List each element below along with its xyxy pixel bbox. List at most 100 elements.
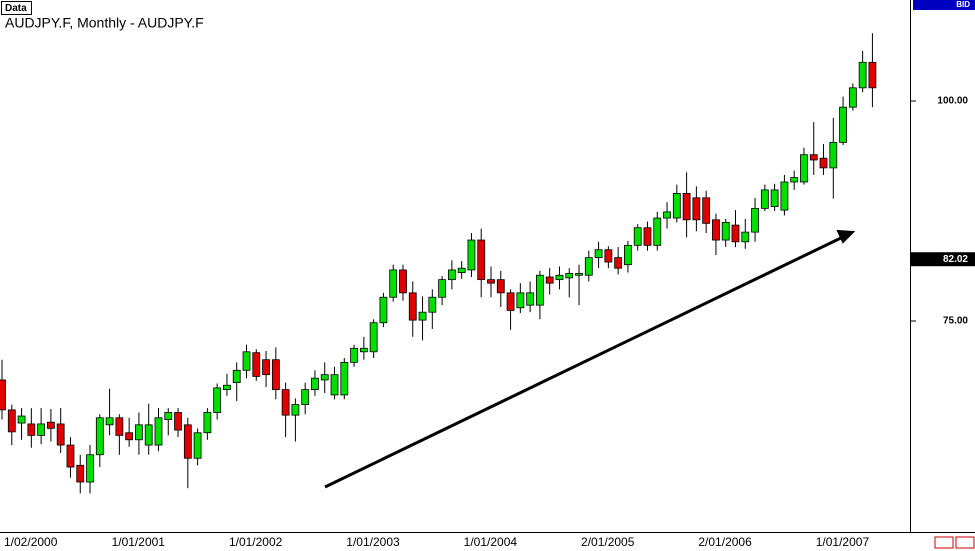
- candle-body: [399, 269, 407, 294]
- panel-label: Data: [5, 3, 27, 14]
- panel-label-box: [1, 1, 32, 15]
- candle-body: [653, 217, 662, 246]
- candle-body: [320, 374, 329, 381]
- candle-body: [330, 374, 339, 396]
- candle-body: [242, 351, 251, 371]
- x-tick-label: 1/01/2007: [816, 535, 870, 549]
- candle-body: [291, 404, 300, 416]
- candle-body: [369, 322, 378, 353]
- candle-body: [858, 61, 867, 89]
- candle-body: [487, 279, 495, 284]
- candle-body: [271, 359, 280, 391]
- candle-body: [27, 423, 36, 436]
- candle-body: [7, 409, 16, 433]
- candle-body: [526, 292, 535, 306]
- candle-body: [643, 227, 652, 246]
- candle-body: [105, 417, 114, 426]
- candle-body: [790, 177, 799, 183]
- candle-body: [555, 274, 564, 281]
- candle-body: [819, 157, 828, 169]
- candle-body: [232, 369, 241, 383]
- candle-body: [164, 412, 173, 420]
- candle-body: [183, 424, 192, 459]
- candle-body: [721, 222, 730, 241]
- x-tick-label: 2/01/2006: [698, 535, 752, 549]
- candle-body: [663, 211, 671, 219]
- candle-body: [428, 296, 437, 313]
- candle-body: [496, 279, 505, 294]
- nav-button[interactable]: [955, 536, 975, 549]
- candle-body: [154, 417, 163, 446]
- candle-body: [506, 292, 515, 311]
- x-tick-label: 1/02/2000: [4, 535, 58, 549]
- candle-body: [438, 279, 447, 298]
- price-label: BID: [956, 0, 970, 9]
- candle-body: [594, 249, 603, 259]
- last-price-label: 82.02: [943, 254, 968, 265]
- candle-body: [839, 106, 847, 143]
- candle-body: [350, 347, 358, 363]
- candle-body: [731, 224, 740, 243]
- candle-body: [17, 415, 26, 424]
- candle-body: [95, 417, 104, 456]
- candle-body: [252, 352, 261, 377]
- candle-body: [614, 257, 623, 269]
- candle-body: [66, 444, 75, 468]
- candle-body: [213, 387, 222, 413]
- x-tick-label: 1/01/2004: [464, 535, 518, 549]
- candle-body: [379, 296, 388, 324]
- price-label-box: [913, 0, 975, 10]
- candle-body: [37, 423, 46, 436]
- candle-body: [0, 379, 6, 411]
- x-tick-label: 1/01/2002: [229, 535, 283, 549]
- candle-body: [624, 244, 632, 266]
- y-tick-label: 75.00: [943, 316, 968, 327]
- nav-button[interactable]: [934, 536, 954, 549]
- candle-body: [604, 249, 613, 263]
- candle-body: [536, 274, 544, 306]
- x-tick-label: 1/01/2001: [112, 535, 166, 549]
- candle-body: [868, 61, 877, 89]
- last-price-box: [911, 252, 975, 267]
- candle-body: [672, 193, 681, 219]
- candle-body: [193, 432, 202, 459]
- candle-body: [467, 239, 476, 271]
- y-tick-label: 100.00: [937, 96, 968, 107]
- candle-body: [262, 359, 270, 376]
- candle-body: [86, 454, 94, 483]
- candle-body: [565, 273, 574, 279]
- x-tick-label: 2/01/2005: [581, 535, 635, 549]
- candle-body: [760, 189, 769, 209]
- candle-body: [281, 389, 290, 416]
- candle-body: [751, 207, 759, 233]
- candle-body: [741, 231, 750, 243]
- candle-body: [389, 269, 398, 298]
- candle-body: [477, 239, 486, 281]
- candle-body: [633, 227, 642, 246]
- candle-body: [125, 432, 134, 441]
- candle-body: [408, 292, 417, 321]
- candle-body: [135, 424, 143, 441]
- arrow: [324, 229, 856, 489]
- candle-body: [223, 384, 231, 391]
- candle-body: [692, 197, 701, 221]
- candle-body: [780, 181, 789, 211]
- candle-body: [115, 417, 124, 436]
- candle-body: [301, 389, 310, 405]
- candle-body: [203, 412, 212, 434]
- candle-body: [56, 423, 65, 446]
- candle-body: [418, 311, 427, 321]
- candle-body: [848, 87, 857, 108]
- x-tick-label: 1/01/2003: [346, 535, 400, 549]
- candle-body: [575, 273, 583, 276]
- candle-body: [516, 292, 525, 309]
- candle-body: [47, 421, 55, 429]
- chart-title: AUDJPY.F, Monthly - AUDJPY.F: [5, 15, 204, 31]
- candle-body: [359, 347, 368, 353]
- candle-body: [800, 154, 808, 183]
- candle-body: [311, 377, 319, 391]
- candle-body: [770, 189, 779, 208]
